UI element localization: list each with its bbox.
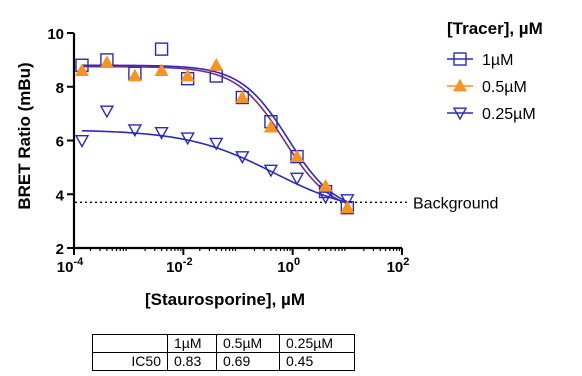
table-row-header: IC50 xyxy=(92,352,168,371)
data-point xyxy=(180,132,195,146)
data-point xyxy=(209,137,224,151)
chart: 2 4 6 8 10 10-4 10-2 100 102 Background [Stauros… xyxy=(15,19,543,309)
legend-marker xyxy=(452,78,468,92)
data-point xyxy=(209,58,224,71)
table-header-row: 1µM 0.5µM 0.25µM xyxy=(92,334,355,353)
data-point xyxy=(318,178,333,192)
table-cell: 0.69 xyxy=(216,352,280,371)
data-point xyxy=(154,42,169,56)
data-point xyxy=(74,63,90,77)
fit-curve xyxy=(81,65,348,205)
data-point xyxy=(180,68,195,82)
data-point xyxy=(263,119,278,133)
x-tick-label: 102 xyxy=(387,256,410,276)
data-point xyxy=(127,68,142,82)
table-row: IC50 0.83 0.69 0.45 xyxy=(92,352,355,371)
data-point xyxy=(99,55,114,68)
legend: 1µM 0.5µM 0.25µM xyxy=(447,52,536,123)
legend-entry: 1µM xyxy=(482,52,513,69)
x-axis-label: [Staurosporine], µM xyxy=(145,290,305,309)
table-cell: 0.83 xyxy=(167,352,217,371)
table-cell: 0.45 xyxy=(279,352,355,371)
data-point xyxy=(74,134,90,148)
data-point xyxy=(99,105,115,119)
data-points xyxy=(74,42,355,215)
data-point xyxy=(154,63,169,77)
fit-curve xyxy=(81,64,348,203)
data-point xyxy=(263,164,279,178)
y-tick-label: 10 xyxy=(47,26,64,43)
ic50-table: 1µM 0.5µM 0.25µM IC50 0.83 0.69 0.45 xyxy=(92,334,355,371)
table-header-cell: 1µM xyxy=(167,334,217,353)
data-point xyxy=(289,149,305,163)
table-header-cell: 0.25µM xyxy=(279,334,355,353)
ticks: 2 4 6 8 10 10-4 10-2 100 102 xyxy=(47,26,409,276)
data-point xyxy=(340,200,355,214)
data-point xyxy=(154,126,169,140)
y-tick-label: 6 xyxy=(56,134,64,151)
table-corner-cell xyxy=(92,334,168,353)
data-point xyxy=(340,194,355,208)
x-tick-label: 10-2 xyxy=(166,256,192,276)
data-point xyxy=(235,151,250,165)
fit-curves xyxy=(81,64,348,205)
legend-marker xyxy=(453,52,467,66)
background-label: Background xyxy=(413,195,498,212)
y-tick-label: 2 xyxy=(56,241,64,258)
y-tick-label: 4 xyxy=(56,187,65,204)
data-point xyxy=(127,124,143,138)
x-tick-label: 10-4 xyxy=(57,256,84,276)
legend-entry: 0.5µM xyxy=(482,79,527,96)
table-header-cell: 0.5µM xyxy=(216,334,280,353)
x-tick-label: 100 xyxy=(277,256,300,276)
legend-title: [Tracer], µM xyxy=(447,19,543,38)
y-tick-label: 8 xyxy=(56,80,64,97)
legend-entry: 0.25µM xyxy=(482,106,536,123)
legend-marker xyxy=(452,107,468,121)
y-axis-label: BRET Ratio (mBu) xyxy=(15,62,34,209)
data-point xyxy=(235,90,250,103)
data-point xyxy=(289,172,305,186)
